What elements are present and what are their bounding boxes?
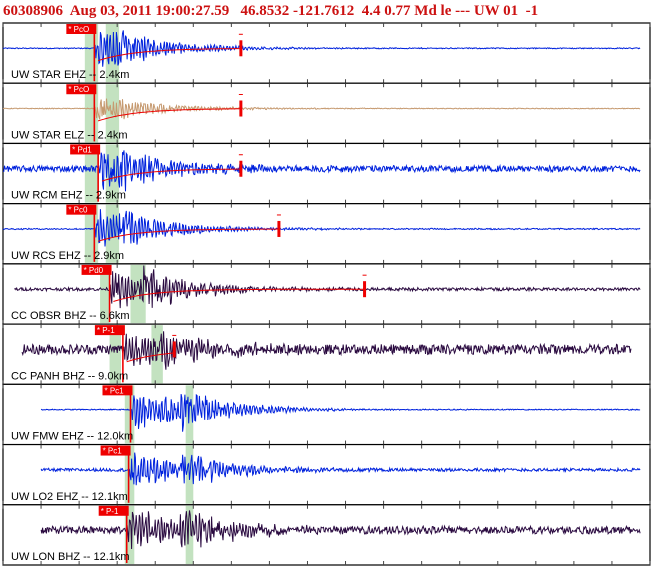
waveform-trace	[40, 510, 641, 550]
waveform-trace	[40, 393, 641, 432]
coda-end-marker	[277, 220, 281, 237]
pick-label: * PcO	[68, 25, 89, 34]
pick-label-box	[66, 24, 97, 34]
coda-end-marker	[363, 281, 367, 298]
coda-decay-curve	[101, 168, 241, 182]
pick-label: * Pd0	[84, 266, 104, 275]
waveform-trace	[2, 209, 641, 247]
waveform-trace	[2, 98, 641, 120]
pick-label-box	[81, 264, 112, 275]
coda-decay-curve	[113, 288, 365, 302]
waveform-trace	[40, 452, 641, 486]
phase-window	[100, 264, 110, 324]
pick-label-box	[102, 385, 133, 396]
event-header: 60308906 Aug 03, 2011 19:00:27.59 46.853…	[0, 0, 653, 22]
event-latitude: 46.8532	[240, 3, 290, 19]
pick-label-box	[66, 84, 97, 95]
coda-decay-curve	[97, 228, 279, 242]
pick-label: * Pc0	[68, 206, 88, 215]
pick-label: * PcO	[68, 85, 89, 94]
trace-panel	[2, 443, 651, 506]
waveform-trace	[14, 265, 641, 309]
trace-label: UW RCS EHZ -- 2.9km	[11, 250, 124, 262]
coda-end-marker	[239, 100, 243, 117]
pick-label: * Pd1	[72, 145, 92, 154]
pick-label-box	[94, 325, 125, 336]
pick-label: * Pc1	[103, 447, 123, 456]
phase-window	[130, 264, 146, 324]
pick-label: * Pc1	[104, 386, 124, 395]
trace-label: CC PANH BHZ -- 9.0km	[11, 370, 128, 382]
event-longitude: -121.7612	[293, 3, 355, 19]
phase-window	[109, 325, 121, 384]
waveform-trace	[2, 150, 641, 192]
pick-label: * P-1	[97, 326, 115, 335]
phase-window	[124, 385, 135, 444]
coda-end-marker	[239, 160, 243, 177]
trace-label: UW LON BHZ -- 12.1km	[11, 551, 130, 563]
event-depth-magnitude: 4.4 0.77 Md le ---	[361, 3, 471, 19]
event-id: 60308906	[3, 3, 63, 19]
waveform-trace	[2, 30, 641, 67]
pick-label: * P-1	[101, 507, 119, 516]
trace-label: UW RCM EHZ -- 2.9km	[11, 190, 126, 202]
event-trailing: -1	[525, 3, 539, 19]
trace-label: UW FMW EHZ -- 12.0km	[11, 431, 133, 443]
coda-decay-curve	[97, 108, 241, 122]
phase-window	[84, 144, 99, 203]
event-network: UW 01	[473, 3, 519, 19]
phase-window	[124, 505, 135, 564]
coda-decay-curve	[97, 48, 241, 62]
trace-label: UW STAR EHZ -- 2.4km	[11, 69, 129, 81]
event-datetime: Aug 03, 2011 19:00:27.59	[69, 3, 230, 19]
coda-end-marker	[172, 341, 176, 358]
coda-decay-curve	[126, 352, 175, 363]
coda-end-marker	[239, 40, 243, 57]
trace-label: UW LO2 EHZ -- 12.1km	[11, 491, 128, 503]
pick-label-box	[100, 445, 131, 456]
pick-label-box	[70, 144, 101, 155]
trace-label: UW STAR ELZ -- 2.4km	[11, 129, 128, 141]
phase-window	[185, 505, 194, 564]
pick-label-box	[98, 505, 129, 516]
pick-label-box	[66, 204, 97, 215]
seismogram-plot: * PcO UW STAR EHZ -- 2.4km * PcO UW STAR EL…	[2, 22, 651, 566]
trace-label: CC OBSR BHZ -- 6.6km	[11, 310, 130, 322]
